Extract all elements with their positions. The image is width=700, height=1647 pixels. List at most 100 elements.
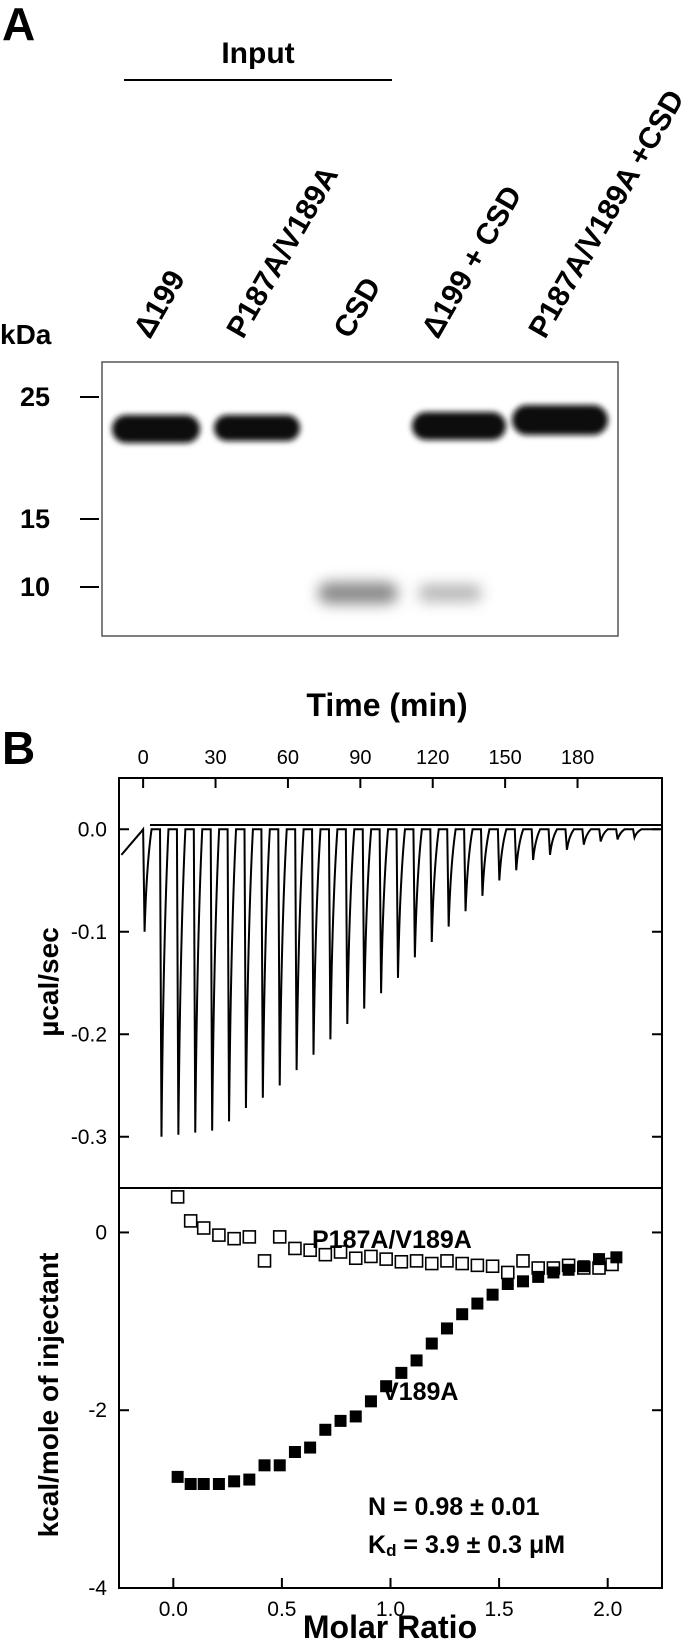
top-x-tick-label-2: 60 <box>277 747 299 769</box>
open-square-point-6 <box>257 1254 272 1268</box>
band-lane4-23kda <box>412 412 506 440</box>
filled-square-point-4 <box>228 1475 241 1488</box>
open-square-point-13 <box>364 1249 378 1264</box>
top-y-axis-title: µcal/sec <box>33 927 64 1037</box>
filled-square-point-7 <box>273 1459 286 1472</box>
filled-square-point-6 <box>258 1459 271 1472</box>
open-square-point-0 <box>170 1190 185 1204</box>
filled-square-point-19 <box>456 1308 469 1321</box>
filled-square-point-20 <box>471 1297 484 1310</box>
band-lane3-10kda <box>318 582 398 604</box>
bottom-x-tick-label-1: 0.5 <box>267 1598 296 1621</box>
kd-k: K <box>368 1531 386 1559</box>
kd-text: Kd = 3.9 ± 0.3 μM <box>368 1531 565 1560</box>
series-label-open: P187A/V189A <box>312 1226 472 1254</box>
bottom-x-ticks: 0.0 0.5 1.0 1.5 2.0 <box>159 1578 622 1621</box>
filled-square-point-23 <box>516 1275 529 1288</box>
filled-square-point-25 <box>547 1266 560 1279</box>
top-x-tick-label-6: 180 <box>561 747 594 769</box>
kd-sub: d <box>386 1541 396 1560</box>
bottom-y-tick-label-1: -2 <box>88 1399 107 1422</box>
lane-label-3: CSD <box>327 272 387 343</box>
top-y-tick-label-3: -0.3 <box>71 1126 107 1149</box>
filled-square-point-26 <box>562 1263 575 1276</box>
open-square-point-12 <box>348 1251 363 1266</box>
open-square-point-10 <box>318 1247 333 1262</box>
open-square-point-5 <box>242 1230 257 1244</box>
gel-bands <box>112 405 608 604</box>
top-x-ticks: 0 30 60 90 120 150 180 <box>138 747 594 788</box>
lane-label-1: Δ199 <box>127 265 191 344</box>
filled-square-point-16 <box>410 1354 423 1367</box>
band-lane5-23kda <box>512 405 608 435</box>
open-square-point-2 <box>196 1221 211 1235</box>
input-label: Input <box>221 37 294 70</box>
top-x-axis-title: Time (min) <box>306 687 467 723</box>
thermogram-trace <box>120 826 660 1137</box>
filled-square-point-24 <box>532 1270 545 1283</box>
bottom-y-ticks: 0 -2 -4 <box>88 1221 662 1600</box>
bottom-x-tick-label-0: 0.0 <box>159 1598 188 1621</box>
band-lane4-10kda <box>418 584 482 602</box>
filled-square-point-29 <box>610 1251 623 1264</box>
open-square-point-19 <box>455 1256 469 1271</box>
band-lane2-23kda <box>214 415 300 441</box>
filled-square-point-8 <box>288 1446 301 1458</box>
top-x-tick-label-4: 120 <box>416 747 449 769</box>
open-square-point-3 <box>212 1228 226 1242</box>
open-square-point-16 <box>409 1254 424 1268</box>
top-x-tick-label-0: 0 <box>138 747 149 769</box>
filled-square-point-14 <box>380 1380 393 1393</box>
filled-square-point-18 <box>440 1322 453 1335</box>
open-square-point-1 <box>183 1214 198 1228</box>
open-square-point-11 <box>333 1245 348 1259</box>
bottom-x-tick-label-4: 2.0 <box>593 1598 622 1621</box>
marker-15: 15 <box>20 504 50 534</box>
top-y-tick-label-2: -0.2 <box>71 1023 107 1046</box>
kd-rest: = 3.9 ± 0.3 μM <box>396 1531 565 1559</box>
filled-square-point-13 <box>364 1395 377 1408</box>
top-y-tick-label-0: 0.0 <box>78 818 107 841</box>
open-square-point-18 <box>440 1254 454 1268</box>
series-label-filled: V189A <box>382 1378 458 1406</box>
filled-square-point-0 <box>171 1470 184 1483</box>
open-square-point-7 <box>272 1230 287 1244</box>
filled-square-point-27 <box>577 1260 590 1273</box>
bottom-y-axis-title: kcal/mole of injectant <box>33 1253 64 1538</box>
filled-square-point-17 <box>425 1337 438 1350</box>
filled-square-point-21 <box>486 1288 499 1301</box>
bottom-x-tick-label-3: 1.5 <box>484 1598 513 1621</box>
lane-label-2: P187A/V189A <box>220 161 344 344</box>
filled-square-point-11 <box>334 1414 347 1427</box>
filled-square-point-1 <box>184 1478 197 1490</box>
filled-square-point-22 <box>501 1278 514 1290</box>
top-x-tick-label-5: 150 <box>488 747 521 769</box>
band-lane1-23kda <box>112 415 200 443</box>
filled-square-point-15 <box>395 1366 408 1379</box>
bottom-x-axis-title: Molar Ratio <box>303 1609 477 1645</box>
filled-square-point-9 <box>304 1441 317 1454</box>
panel-a-letter: A <box>2 0 35 50</box>
open-square-point-22 <box>500 1265 515 1280</box>
filled-square-point-28 <box>593 1253 606 1266</box>
bottom-y-tick-label-2: -4 <box>88 1577 107 1600</box>
filled-square-point-12 <box>349 1410 362 1423</box>
kda-label: kDa <box>0 319 52 350</box>
open-square-point-23 <box>516 1254 530 1268</box>
marker-10: 10 <box>20 572 50 602</box>
open-square-point-15 <box>394 1254 409 1269</box>
top-x-tick-label-3: 90 <box>349 747 371 769</box>
series-filled-squares <box>171 1251 623 1490</box>
open-square-point-9 <box>303 1243 317 1258</box>
lane-label-4: Δ199 + CSD <box>415 181 528 344</box>
top-y-tick-label-1: -0.1 <box>71 921 107 944</box>
stoichiometry-text: N = 0.98 ± 0.01 <box>368 1493 540 1521</box>
filled-square-point-5 <box>243 1473 256 1486</box>
top-plot-frame <box>118 777 663 1189</box>
open-square-point-14 <box>379 1252 393 1266</box>
open-square-point-4 <box>227 1231 241 1246</box>
open-square-point-8 <box>288 1241 302 1256</box>
panel-b-letter: B <box>2 722 35 774</box>
lane-label-5: P187A/V189A +CSD <box>522 85 691 344</box>
filled-square-point-2 <box>197 1478 210 1490</box>
